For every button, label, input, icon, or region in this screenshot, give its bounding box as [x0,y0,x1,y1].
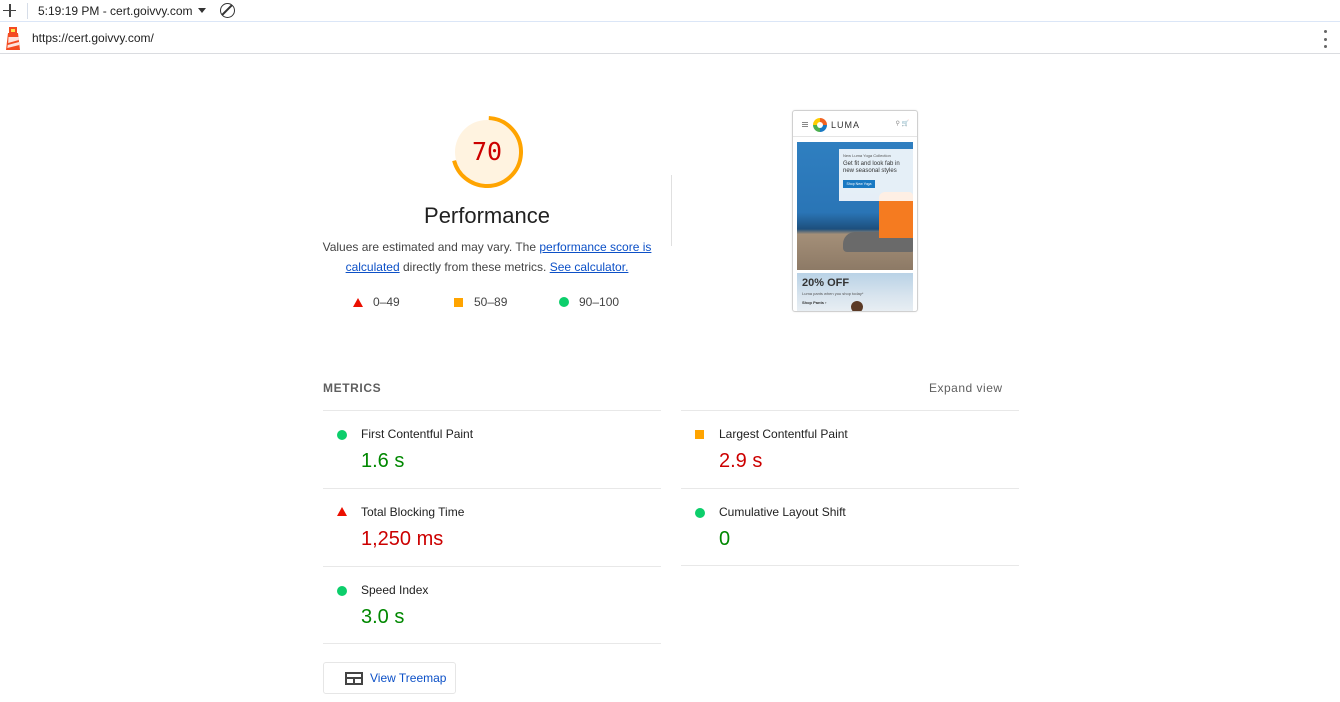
search-cart-icon: ⚲ 🛒 [895,121,909,127]
circle-icon [559,297,569,307]
no-entry-icon[interactable] [219,3,235,18]
promo-link: Shop Pants › [802,300,827,305]
lighthouse-icon [2,25,24,51]
triangle-icon [353,297,363,307]
expand-view-toggle[interactable]: Expand view [929,381,1003,395]
pass-circle-icon [337,586,347,596]
metric-value: 0 [719,528,731,550]
metrics-column-left: First Contentful Paint 1.6 s Total Block… [323,410,661,644]
category-title: Performance [424,203,550,228]
metric-speed-index: Speed Index 3.0 s [323,566,661,644]
hero-text: Get fit and look fab in new seasonal sty… [843,161,900,174]
category-description: Values are estimated and may vary. The p… [322,237,652,277]
hero-card: New Luma Yoga Collection Get fit and loo… [839,149,913,201]
hero-banner: New Luma Yoga Collection Get fit and loo… [797,142,913,270]
average-square-icon [695,430,704,439]
divider [671,175,672,246]
metric-value: 2.9 s [719,450,763,472]
metric-cumulative-layout-shift: Cumulative Layout Shift 0 [681,488,1019,566]
see-calculator-link[interactable]: See calculator. [549,260,629,274]
separator [27,2,28,19]
luma-logo-icon [813,118,827,132]
metrics-column-right: Largest Contentful Paint 2.9 s Cumulativ… [681,410,1019,566]
pass-circle-icon [695,508,705,518]
promo-banner: 20% OFF Luma pants when you shop today* … [797,273,913,311]
url-bar: https://cert.goivvy.com/ [0,23,1340,54]
kebab-menu-icon[interactable] [1322,30,1328,48]
legend-average: 50–89 [454,295,507,309]
legend-label: 0–49 [373,295,400,309]
score-legend: 0–49 50–89 90–100 [322,295,652,311]
metric-name: Speed Index [361,583,429,597]
metric-name: First Contentful Paint [361,427,474,441]
description-text: Values are estimated and may vary. The [322,240,540,254]
performance-gauge[interactable]: 70 [451,116,523,188]
square-icon [454,297,463,307]
metric-first-contentful-paint: First Contentful Paint 1.6 s [323,410,661,488]
metric-name: Cumulative Layout Shift [719,505,846,519]
hero-small-text: New Luma Yoga Collection [843,153,891,158]
performance-score: 70 [471,137,503,166]
hamburger-icon [802,122,808,127]
fail-triangle-icon [337,507,347,516]
performance-score-link[interactable]: performance score is calculated [345,240,652,274]
metric-value: 1.6 s [361,450,405,472]
hero-button: Shop New Yoga [843,180,875,188]
legend-fail: 0–49 [353,295,400,309]
metric-largest-contentful-paint: Largest Contentful Paint 2.9 s [681,410,1019,488]
page-url: https://cert.goivvy.com/ [32,31,154,45]
caret-down-icon [197,8,206,13]
metrics-header: METRICS [323,381,382,395]
screenshot-header: LUMA ⚲ 🛒 [793,111,917,137]
metric-value: 1,250 ms [361,528,444,550]
legend-label: 50–89 [474,295,508,309]
plus-icon[interactable] [1,2,19,20]
view-treemap-label: View Treemap [370,671,447,685]
gauge-arc [451,116,523,188]
final-screenshot[interactable]: LUMA ⚲ 🛒 New Luma Yoga Collection Get fi… [792,110,918,312]
view-treemap-button[interactable]: View Treemap [323,662,456,694]
metric-total-blocking-time: Total Blocking Time 1,250 ms [323,488,661,566]
description-text: directly from these metrics. [399,260,550,274]
metric-name: Largest Contentful Paint [719,427,848,441]
report-selector[interactable]: 5:19:19 PM - cert.goivvy.com [38,4,206,18]
promo-title: 20% OFF [802,277,850,289]
promo-subtitle: Luma pants when you shop today* [802,291,864,296]
legend-label: 90–100 [579,295,620,309]
report-title: 5:19:19 PM - cert.goivvy.com [38,3,193,18]
legend-pass: 90–100 [559,295,619,309]
metric-name: Total Blocking Time [361,505,465,519]
treemap-icon [345,671,363,685]
promo-figure [851,301,863,311]
brand-name: LUMA [831,120,861,130]
top-bar: 5:19:19 PM - cert.goivvy.com [0,0,1340,22]
metric-value: 3.0 s [361,606,405,628]
pass-circle-icon [337,430,347,440]
